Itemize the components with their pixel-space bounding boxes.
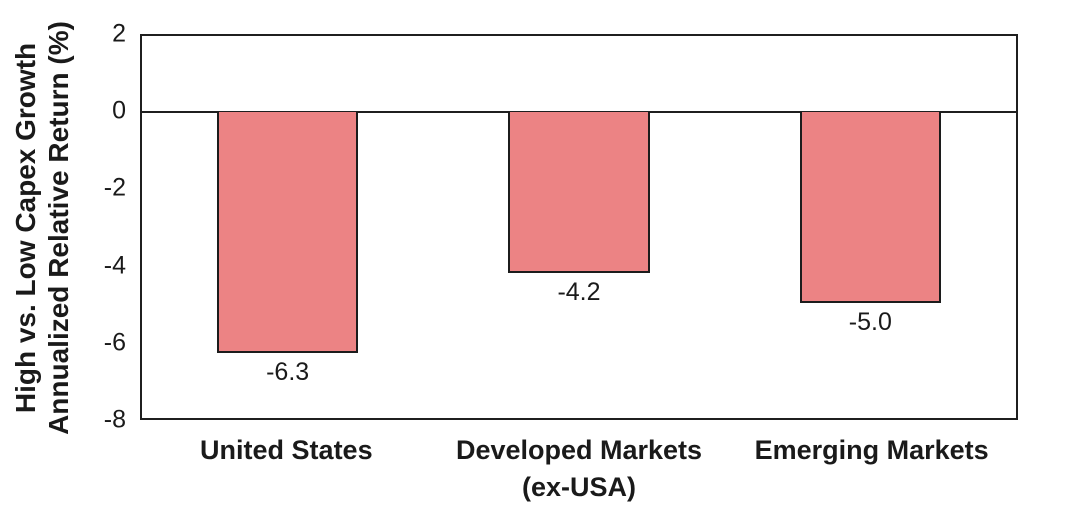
x-category-label-line: Emerging Markets [754,435,989,465]
bar-2 [799,112,941,304]
y-axis-ticks: 2 0 -2 -4 -6 -8 [0,21,126,432]
y-tick-label: -6 [103,328,126,357]
x-axis-labels: United States Developed Markets (ex-USA) Em… [140,432,1018,520]
x-category-label-line: (ex-USA) [521,472,637,502]
y-tick-label: -2 [103,173,126,202]
x-category-label: United States [200,432,373,469]
bars-layer: -6.3 -4.2 -5.0 [142,36,1016,418]
bar-value-label: -5.0 [848,308,892,337]
y-tick-label: -4 [103,251,126,280]
x-category-label: Emerging Markets [755,432,989,469]
bar-0 [217,112,359,354]
bar-1 [508,112,650,273]
y-tick-label: -8 [103,405,126,434]
plot-area: -6.3 -4.2 -5.0 [140,34,1018,420]
bar-value-label: -6.3 [266,358,310,387]
x-category-label: Developed Markets (ex-USA) [456,432,702,506]
x-category-label-line: United States [200,435,373,465]
y-tick-label: 0 [112,96,126,125]
x-category-label-line: Developed Markets [455,435,703,465]
y-tick-label: 2 [112,19,126,48]
bar-value-label: -4.2 [557,277,601,306]
